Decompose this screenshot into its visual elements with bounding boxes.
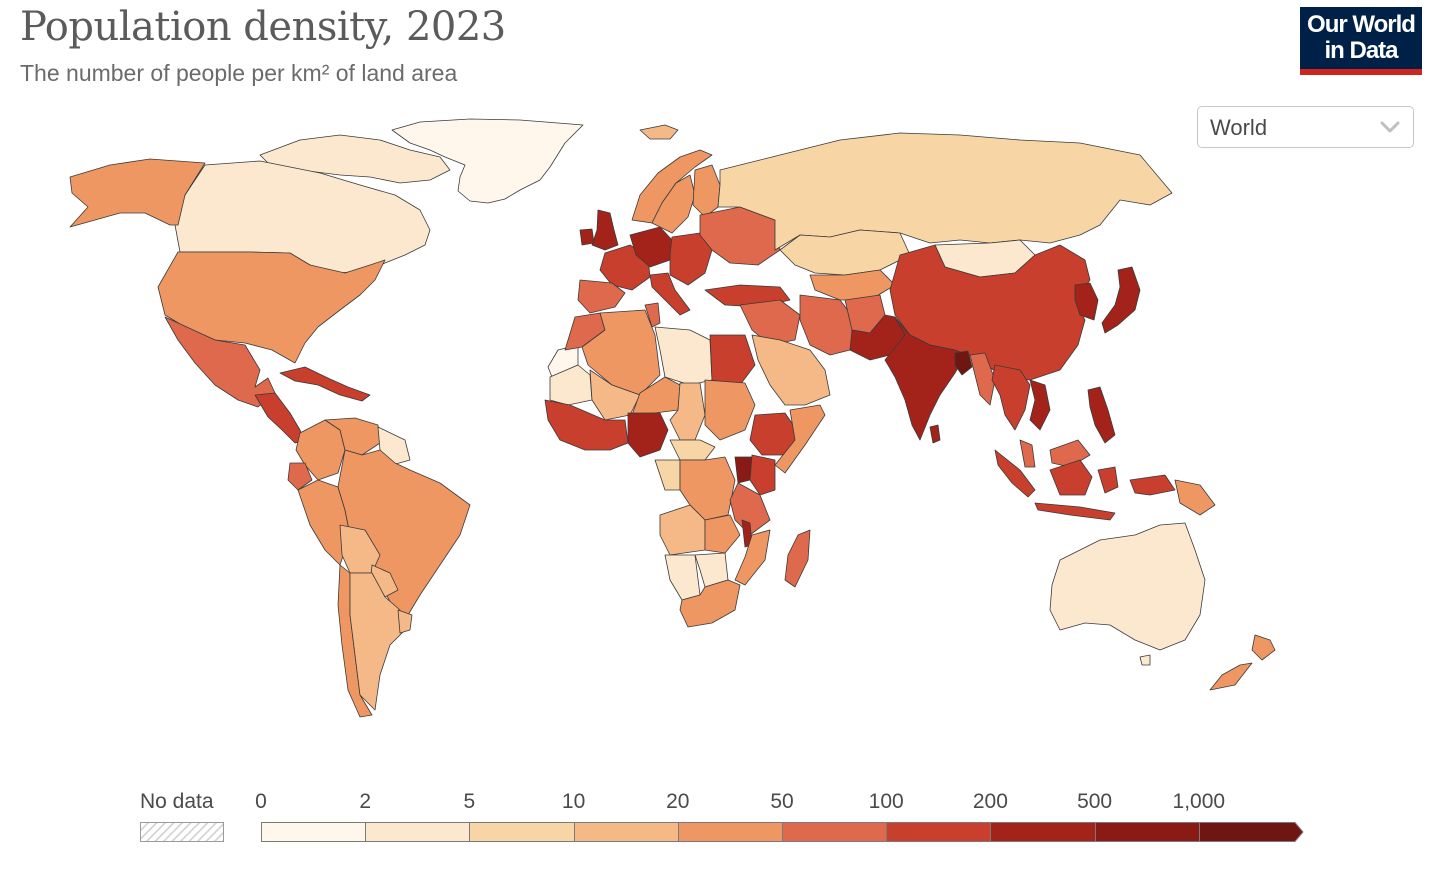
legend-tick-label: 20 [666,790,690,813]
region-iran[interactable] [799,294,856,356]
region-horn-of-africa[interactable] [774,404,826,474]
legend-tick-label: 200 [972,790,1008,813]
region-russia[interactable] [717,132,1173,251]
legend-no-data-label: No data [140,790,214,813]
region-korea[interactable] [1074,282,1099,321]
region-alaska[interactable] [69,158,206,228]
legend-bin-last[interactable] [1198,822,1309,842]
legend-bin[interactable] [677,822,782,842]
region-papua-new-guinea[interactable] [1174,479,1216,516]
region-east-africa[interactable] [749,454,776,496]
legend-bin[interactable] [469,822,574,842]
region-central-asia[interactable] [809,269,896,301]
region-sudan[interactable] [704,379,756,441]
region-nigeria[interactable] [627,412,669,458]
region-japan[interactable] [1101,266,1141,334]
legend-tick-label: 50 [770,790,794,813]
region-saudi-arabia[interactable] [751,334,831,406]
region-ireland[interactable] [579,228,595,246]
region-finland[interactable] [692,164,721,218]
region-iberia[interactable] [577,279,626,314]
legend-bin[interactable] [573,822,678,842]
region-libya[interactable] [654,326,713,386]
legend-no-data-swatch[interactable] [140,822,224,842]
region-tasmania[interactable] [1139,654,1151,666]
region-vietnam[interactable] [1029,379,1051,431]
region-middle-east[interactable] [739,299,801,346]
region-iceland[interactable] [639,124,679,140]
region-indonesia[interactable] [994,449,1176,521]
legend-tick-label: 5 [463,790,476,813]
region-west-africa[interactable] [544,399,629,451]
region-uruguay[interactable] [397,609,413,634]
region-caribbean[interactable] [279,366,371,402]
owid-logo[interactable]: Our World in Data [1300,7,1422,75]
logo-line-1: Our World [1307,11,1416,38]
region-united-kingdom[interactable] [591,209,619,251]
region-selector[interactable]: World [1197,106,1414,148]
region-kazakhstan[interactable] [779,229,911,276]
region-new-zealand[interactable] [1209,634,1276,691]
region-south-africa[interactable] [679,579,741,628]
logo-line-2: in Data [1324,37,1398,64]
region-southeast-asia[interactable] [991,364,1031,431]
region-sri-lanka[interactable] [929,424,941,444]
chart-title: Population density, 2023 [20,4,506,50]
region-car[interactable] [669,439,716,461]
color-legend: No data 0 2 5 10 20 50 100 200 500 1,000 [0,780,1451,850]
region-selector-value: World [1210,115,1268,140]
legend-tick-label: 1,000 [1172,790,1226,813]
chart-subtitle: The number of people per km² of land are… [20,60,458,86]
region-australia[interactable] [1049,522,1206,651]
legend-tick-label: 500 [1077,790,1113,813]
region-tunisia[interactable] [644,302,661,328]
region-gabon-congo[interactable] [654,459,681,491]
region-philippines[interactable] [1087,386,1116,444]
region-india[interactable] [884,316,966,441]
region-egypt[interactable] [709,334,756,386]
region-central-america[interactable] [254,392,306,444]
region-bangladesh[interactable] [954,350,973,376]
legend-tick-label: 100 [868,790,904,813]
legend-tick-label: 10 [561,790,586,813]
legend-bin[interactable] [990,822,1095,842]
region-madagascar[interactable] [784,529,811,588]
region-italy[interactable] [649,272,691,316]
legend-bin[interactable] [365,822,470,842]
legend-tick-label: 0 [255,790,267,813]
legend-bin[interactable] [261,822,366,842]
region-zambia[interactable] [704,514,741,554]
world-map[interactable] [0,95,1451,760]
legend-bin[interactable] [1094,822,1199,842]
region-myanmar[interactable] [969,352,996,406]
region-argentina[interactable] [349,572,406,711]
region-uganda-rwanda[interactable] [734,456,753,484]
region-mozambique[interactable] [734,529,771,586]
region-greenland[interactable] [391,118,584,204]
legend-bin[interactable] [886,822,991,842]
region-sweden[interactable] [651,174,696,234]
region-ecuador[interactable] [287,462,313,491]
legend-tick-label: 2 [359,790,372,813]
region-namibia[interactable] [664,554,701,601]
region-venezuela[interactable] [324,417,381,456]
legend-bin[interactable] [782,822,887,842]
chevron-down-icon [1380,121,1400,133]
